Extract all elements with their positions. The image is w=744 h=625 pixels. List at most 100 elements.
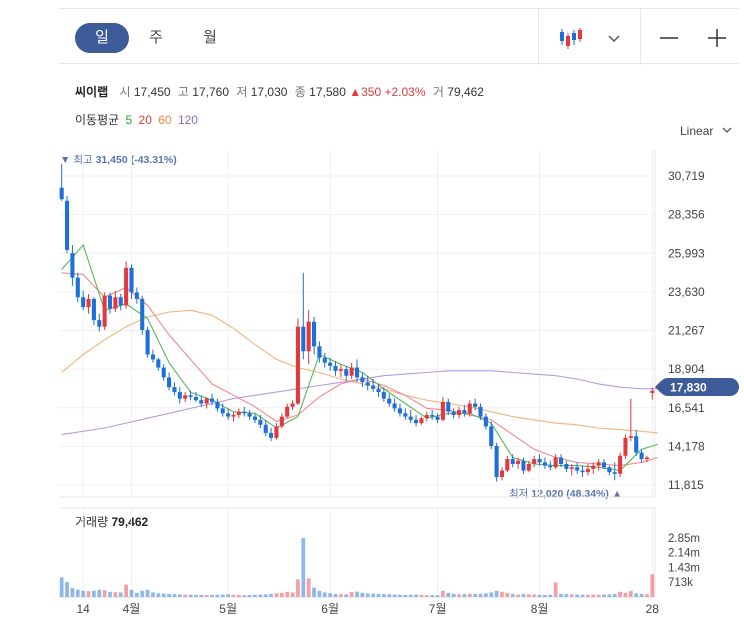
volume-bar xyxy=(553,582,558,597)
ma60-label[interactable]: 60 xyxy=(158,113,172,127)
volume-axis: 2.85m 2.14m 1.43m 713k xyxy=(668,533,700,589)
candle-body xyxy=(193,396,198,401)
price-tick-label: 11,815 xyxy=(668,478,704,492)
candle-body xyxy=(177,392,182,399)
candle-body xyxy=(199,400,204,404)
volume-bar xyxy=(569,594,574,597)
minus-icon[interactable] xyxy=(654,23,684,53)
tab-monthly[interactable]: 월 xyxy=(203,29,217,46)
volume-bar xyxy=(177,594,182,597)
candle-body xyxy=(290,403,295,407)
volume-bar xyxy=(210,594,214,597)
tab-weekly[interactable]: 주 xyxy=(149,29,163,46)
volume-bar xyxy=(317,590,322,597)
volume-bar xyxy=(580,594,585,597)
volume-bar xyxy=(92,590,96,597)
volume-tick-label: 713k xyxy=(668,577,693,589)
volume-bar xyxy=(220,594,225,597)
volume-bar xyxy=(414,594,418,597)
volume-tick-label: 2.14m xyxy=(668,548,700,560)
stock-name: 씨이랩 xyxy=(75,85,109,99)
candle-body xyxy=(231,414,236,417)
volume-bar xyxy=(108,591,112,597)
ma20-label[interactable]: 20 xyxy=(138,113,152,127)
high-annotation-value: 31,450 (-43.31%) xyxy=(95,154,177,166)
volume-bar xyxy=(446,592,451,597)
chevron-down-icon xyxy=(722,127,732,133)
volume-bar xyxy=(392,594,397,597)
candle-body xyxy=(505,459,510,471)
volume-bar xyxy=(263,594,268,597)
candle-body xyxy=(247,413,252,417)
plus-icon[interactable] xyxy=(702,23,732,53)
candle-body xyxy=(220,408,225,414)
candle-body xyxy=(569,467,574,469)
volume-bar xyxy=(505,592,510,597)
volume-bar xyxy=(618,591,622,597)
time-tick-label: 4월 xyxy=(123,602,141,616)
candle-body xyxy=(188,395,193,397)
scale-selector[interactable]: Linear xyxy=(680,124,733,138)
volume-bar xyxy=(365,593,370,597)
price-tick-label: 21,267 xyxy=(668,324,705,338)
candle-body xyxy=(354,367,360,378)
candle-body xyxy=(183,395,188,399)
volume-bar xyxy=(473,593,478,597)
time-tick-label: 8월 xyxy=(531,602,549,616)
candle-body xyxy=(279,416,284,427)
volume-bar xyxy=(478,593,483,597)
candle-body xyxy=(494,446,499,478)
volume-bar xyxy=(312,587,316,597)
price-tick-label: 14,178 xyxy=(668,439,705,453)
candle-body xyxy=(537,459,542,463)
volume-bar xyxy=(140,590,145,597)
candle-body xyxy=(344,369,349,376)
volume-bar xyxy=(650,574,655,597)
triangle-up-icon: ▲ xyxy=(349,85,362,99)
time-tick-label: 5월 xyxy=(219,602,237,616)
candle-body xyxy=(295,326,300,404)
candle-body xyxy=(317,346,322,358)
candle-body xyxy=(414,419,419,424)
volume-bar xyxy=(145,589,150,597)
volume-bar xyxy=(172,594,177,597)
candle-body xyxy=(424,414,429,419)
high-value: 17,760 xyxy=(192,85,229,99)
candle-body xyxy=(639,452,644,460)
volume-bar xyxy=(183,594,188,597)
candle-body xyxy=(150,354,156,360)
price-tick-label: 30,719 xyxy=(668,169,705,183)
ma5-label[interactable]: 5 xyxy=(125,113,133,127)
candle-body xyxy=(419,418,424,424)
volume-bar xyxy=(70,588,75,597)
volume-bar xyxy=(634,593,639,597)
volume-bar xyxy=(339,594,343,597)
volume-bar xyxy=(483,593,488,597)
chevron-down-icon[interactable] xyxy=(599,23,629,53)
chart-toolbar: 일 주 월 xyxy=(59,8,739,65)
volume-bar xyxy=(65,582,69,597)
tab-daily[interactable]: 일 xyxy=(75,23,129,53)
candle-body xyxy=(365,382,370,386)
candlestick-icon[interactable] xyxy=(556,23,586,53)
candle-body xyxy=(349,367,354,376)
candle-body xyxy=(381,392,386,399)
candle-body xyxy=(548,465,553,468)
candle-body xyxy=(462,410,467,414)
volume-bar xyxy=(435,595,440,597)
ma120-label[interactable]: 120 xyxy=(177,113,198,127)
candle-body xyxy=(167,377,172,388)
moving-average-legend: 이동평균 5 20 60 120 xyxy=(75,111,201,128)
price-axis: 30,719 28,356 25,993 23,630 21,267 18,904 16,5… xyxy=(668,169,705,492)
candle-body xyxy=(446,401,451,412)
volume-bar xyxy=(59,577,64,597)
triangle-up-icon: ▲ xyxy=(611,488,623,500)
candle-body xyxy=(601,462,607,468)
volume-bar xyxy=(591,594,596,597)
volume-bar xyxy=(408,594,413,597)
candle-body xyxy=(70,253,75,278)
volume-bar xyxy=(623,592,628,597)
volume-bar xyxy=(451,593,456,597)
volume-bar xyxy=(526,594,531,597)
